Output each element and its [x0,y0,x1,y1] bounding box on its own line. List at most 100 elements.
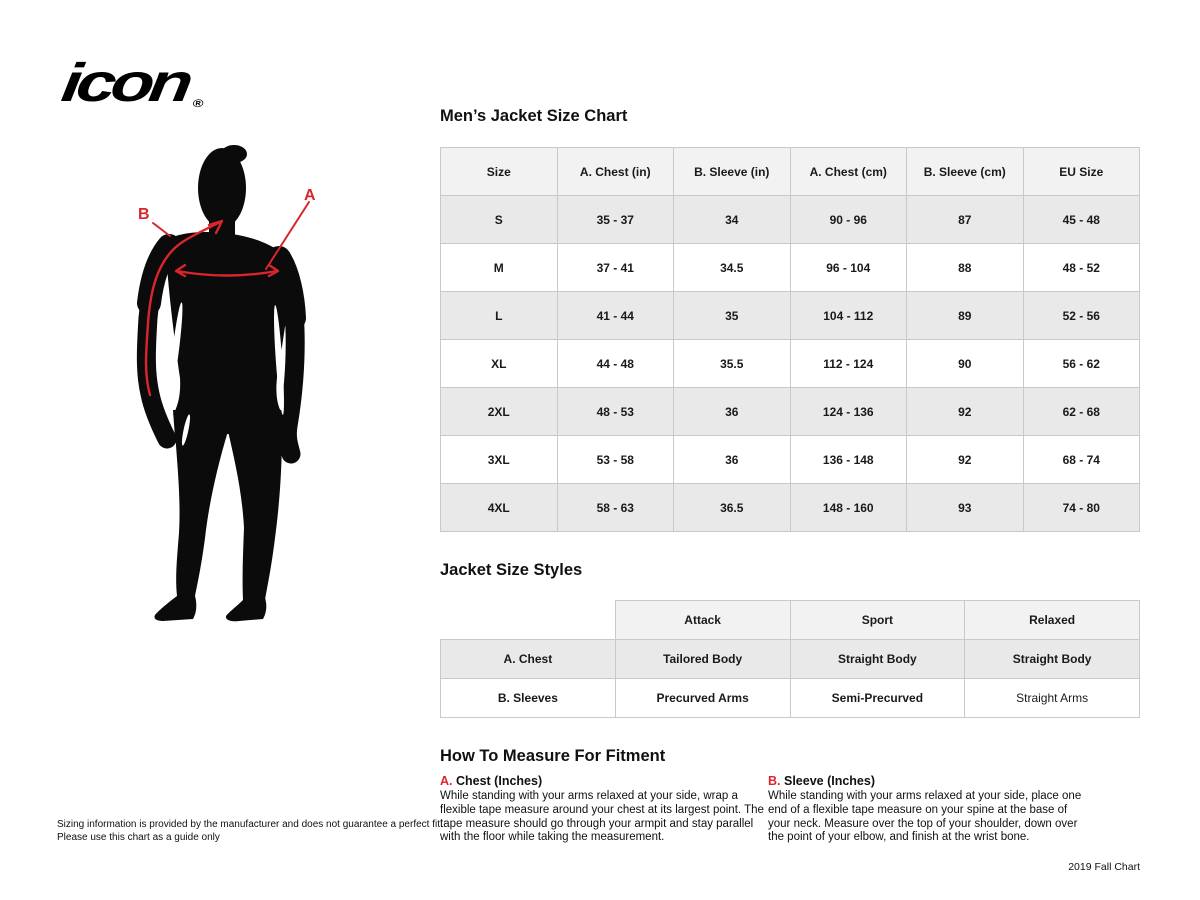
table-cell: 136 - 148 [789,435,907,484]
table-cell: 53 - 58 [556,435,674,484]
table-cell: 48 - 53 [556,387,674,436]
table-cell: Straight Body [789,639,966,679]
table-cell: 87 [906,195,1024,244]
chart-version-label: 2019 Fall Chart [1068,861,1140,873]
measure-chest-column: A. Chest (Inches) While standing with yo… [440,774,764,845]
table-cell: M [440,243,558,292]
disclaimer-line-1: Sizing information is provided by the ma… [57,819,443,830]
table-cell: 45 - 48 [1022,195,1140,244]
table-row: 2XL 48 - 53 36 124 - 136 92 62 - 68 [440,387,1140,436]
table-cell: 74 - 80 [1022,483,1140,532]
table-cell: 92 [906,435,1024,484]
measure-label-b: B [138,206,150,223]
label-b-pointer-line [152,222,171,237]
sleeve-measure-line [144,220,222,397]
table-cell: 124 - 136 [789,387,907,436]
male-silhouette-figure: A B [136,145,316,622]
chest-arrow-right [267,263,280,278]
table-cell: 68 - 74 [1022,435,1140,484]
measure-sleeve-heading: B. Sleeve (Inches) [768,774,1092,788]
registered-mark: ® [191,98,205,110]
icon-brand-logo: icon® [58,52,205,114]
silhouette-gaps [169,302,284,446]
measure-sleeve-prefix: B. [768,774,781,788]
table-cell: Semi-Precurved [789,678,966,718]
body-silhouette [136,145,306,622]
size-table-header-row: Size A. Chest (in) B. Sleeve (in) A. Chest … [440,147,1140,196]
table-cell: Straight Arms [964,678,1140,718]
table-cell: 58 - 63 [556,483,674,532]
table-cell: 35.5 [673,339,791,388]
column-header: EU Size [1022,147,1140,196]
measure-chest-body: While standing with your arms relaxed at… [440,790,764,844]
column-header [441,601,616,640]
table-cell: XL [440,339,558,388]
column-header: Sport [789,600,966,640]
table-cell: 4XL [440,483,558,532]
table-row: 3XL 53 - 58 36 136 - 148 92 68 - 74 [440,435,1140,484]
table-cell: 35 [673,291,791,340]
column-header: B. Sleeve (cm) [906,147,1024,196]
table-cell: 88 [906,243,1024,292]
measure-label-a: A [304,187,316,204]
table-cell: 41 - 44 [556,291,674,340]
sleeve-arrow-neck [207,219,224,235]
table-cell: 36.5 [673,483,791,532]
table-cell: 56 - 62 [1022,339,1140,388]
measure-chest-heading: A. Chest (Inches) [440,774,764,788]
table-row: XL 44 - 48 35.5 112 - 124 90 56 - 62 [440,339,1140,388]
table-cell: Tailored Body [614,639,791,679]
table-cell: 3XL [440,435,558,484]
styles-chart-title: Jacket Size Styles [440,561,583,579]
table-cell: 96 - 104 [789,243,907,292]
table-cell: 34.5 [673,243,791,292]
table-row: A. Chest Tailored Body Straight Body Straig… [440,639,1140,679]
measure-sleeve-body: While standing with your arms relaxed at… [768,790,1082,844]
table-cell: Straight Body [964,639,1140,679]
table-cell: 93 [906,483,1024,532]
column-header: Size [440,147,558,196]
table-cell: 104 - 112 [789,291,907,340]
table-cell: 34 [673,195,791,244]
table-cell: 37 - 41 [556,243,674,292]
label-a-pointer-line [265,201,310,270]
measure-chest-heading-text: Chest (Inches) [455,774,543,788]
column-header: A. Chest (in) [556,147,674,196]
table-cell: A. Chest [440,639,616,679]
table-cell: 92 [906,387,1024,436]
column-header: Relaxed [964,600,1140,640]
table-cell: 90 [906,339,1024,388]
table-row: L 41 - 44 35 104 - 112 89 52 - 56 [440,291,1140,340]
table-cell: 36 [673,387,791,436]
table-cell: 36 [673,435,791,484]
table-cell: 148 - 160 [789,483,907,532]
column-header: A. Chest (cm) [789,147,907,196]
table-cell: L [440,291,558,340]
table-cell: 52 - 56 [1022,291,1140,340]
sizing-disclaimer: Sizing information is provided by the ma… [57,818,443,844]
table-cell: B. Sleeves [440,678,616,718]
table-cell: Precurved Arms [614,678,791,718]
chest-arrow-left [174,263,187,278]
table-cell: 2XL [440,387,558,436]
table-cell: S [440,195,558,244]
table-row: 4XL 58 - 63 36.5 148 - 160 93 74 - 80 [440,483,1140,532]
table-row: B. Sleeves Precurved Arms Semi-Precurved St… [440,678,1140,718]
column-header: Attack [614,600,791,640]
measure-sleeve-column: B. Sleeve (Inches) While standing with y… [768,774,1092,845]
table-cell: 62 - 68 [1022,387,1140,436]
size-chart-title: Men’s Jacket Size Chart [440,107,628,125]
mens-jacket-size-table: Size A. Chest (in) B. Sleeve (in) A. Chest … [440,147,1140,532]
measure-section-title: How To Measure For Fitment [440,747,666,765]
table-row: S 35 - 37 34 90 - 96 87 45 - 48 [440,195,1140,244]
logo-text: icon [58,53,192,113]
table-cell: 89 [906,291,1024,340]
measure-sleeve-heading-text: Sleeve (Inches) [783,774,875,788]
chest-measure-line [175,269,279,277]
styles-table-header-row: Attack Sport Relaxed [441,600,1140,640]
table-cell: 48 - 52 [1022,243,1140,292]
column-header: B. Sleeve (in) [673,147,791,196]
table-cell: 35 - 37 [556,195,674,244]
measure-chest-prefix: A. [440,774,453,788]
disclaimer-line-2: Please use this chart as a guide only [57,832,220,843]
